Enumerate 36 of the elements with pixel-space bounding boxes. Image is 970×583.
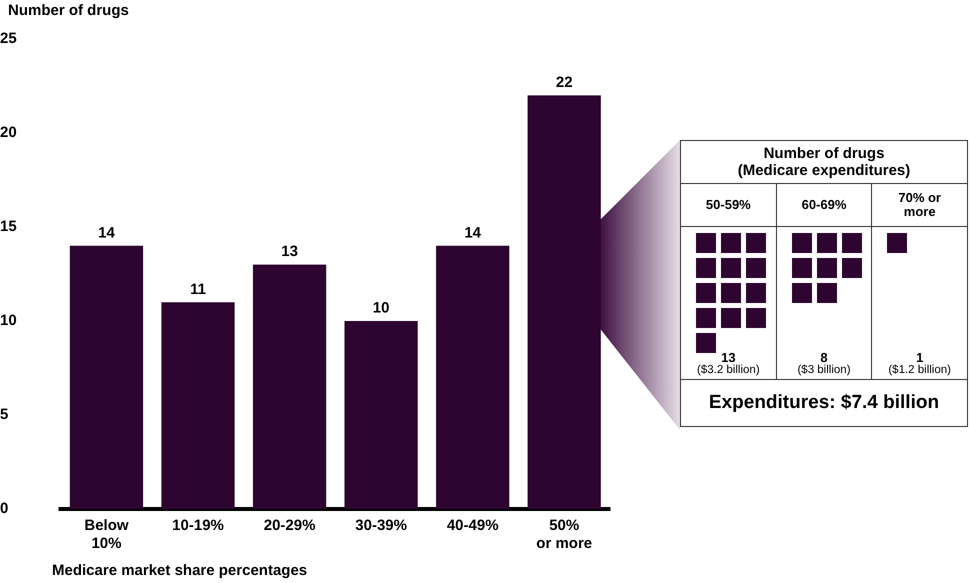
data-label: 8	[820, 350, 828, 365]
text: ($1.2 billion)	[887, 364, 952, 377]
y-tick-label: 5	[0, 406, 8, 424]
x-tick-label: 30-39%	[355, 517, 407, 534]
y-tick-label: 0	[0, 500, 8, 518]
x-tick-label: 50% or more	[536, 517, 592, 552]
text: Number of drugs (Medicare expenditures)	[681, 141, 967, 184]
data-label: 1	[915, 350, 924, 365]
text: Expenditures: $7.4 billion	[708, 391, 940, 415]
x-axis-title: Medicare market share percentages	[52, 562, 308, 579]
bar	[70, 246, 144, 509]
x-tick-label: Below 10%	[84, 517, 129, 552]
category-label: 70% or more	[871, 184, 968, 226]
bar	[252, 264, 326, 509]
y-axis-title: Number of drugs	[8, 2, 129, 19]
category-label: 60-69%	[776, 184, 872, 226]
y-tick-label: 25	[0, 30, 17, 48]
data-label: 10	[372, 300, 390, 317]
data-label: 14	[98, 224, 116, 242]
category-label: 50-59%	[704, 196, 752, 214]
data-label: 14	[464, 224, 482, 242]
text: ($3 billion)	[796, 364, 852, 377]
x-tick-label: 20-29%	[264, 517, 316, 534]
text: ($3.2 billion)	[696, 364, 761, 377]
data-label: 22	[556, 74, 573, 92]
data-label: 13	[721, 350, 736, 365]
x-tick-label: 10-19%	[172, 517, 224, 534]
y-tick-label: 15	[0, 218, 17, 236]
data-label: 11	[190, 280, 206, 298]
x-tick-label: 40-49%	[446, 517, 499, 534]
data-label: 13	[281, 243, 298, 260]
y-tick-label: 20	[0, 124, 17, 142]
bar	[436, 246, 510, 509]
y-tick-label: 10	[0, 312, 17, 330]
bar	[161, 302, 235, 509]
bar	[344, 321, 418, 509]
